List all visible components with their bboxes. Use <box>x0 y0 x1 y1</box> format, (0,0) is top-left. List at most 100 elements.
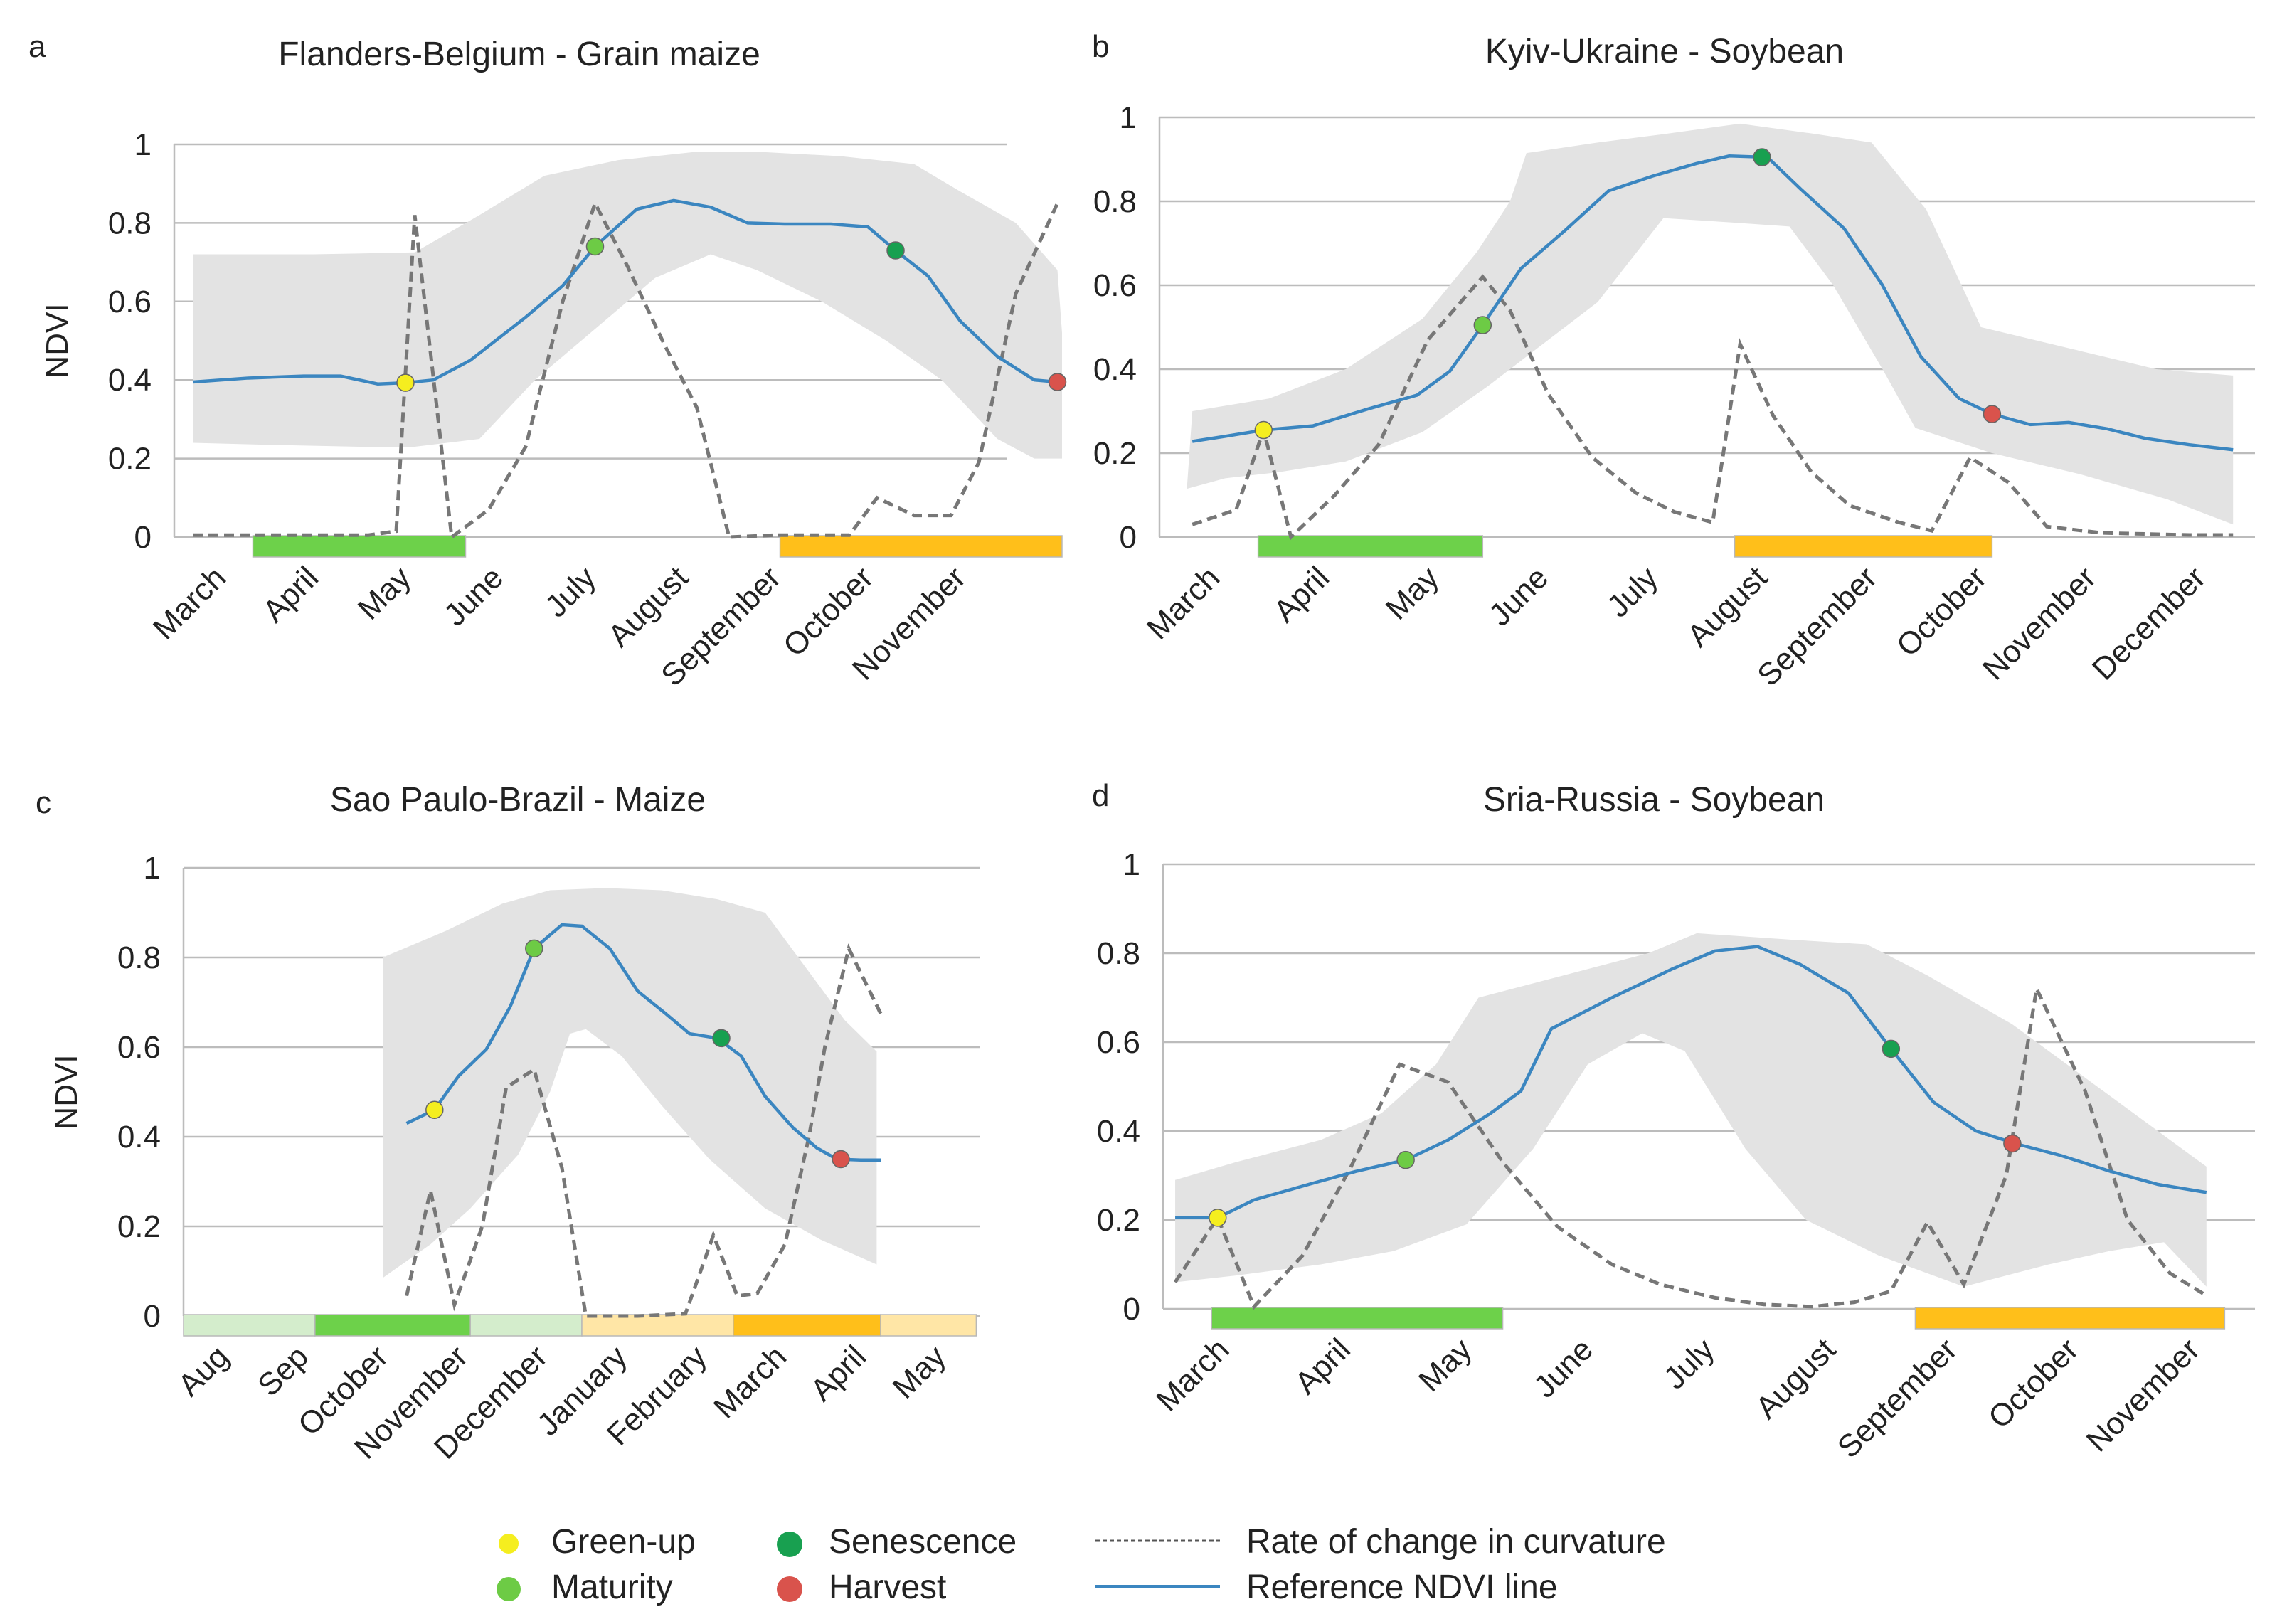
harvest-marker <box>1048 373 1067 391</box>
ndvi-range-band <box>383 888 877 1278</box>
phase-bar <box>1257 535 1484 558</box>
x-tick-label: July <box>1657 1332 1721 1396</box>
x-tick-label: May <box>886 1339 952 1405</box>
phase-bar <box>252 535 467 558</box>
y-tick-label: 0.6 <box>117 1030 161 1065</box>
reference-ndvi-line <box>405 923 881 1162</box>
x-tick-label: August <box>1681 560 1775 654</box>
panel-c: c Sao Paulo-Brazil - Maize 0 0.2 0.4 0.6 0.8 1 N… <box>36 781 980 1466</box>
y-tick-label: 1 <box>1120 100 1137 135</box>
x-tick-label: Aug <box>171 1339 235 1403</box>
x-tick-label: March <box>1150 1332 1236 1418</box>
x-tick-label: September <box>1751 560 1884 693</box>
senescence-marker <box>1753 148 1771 166</box>
reference-ndvi-line <box>1192 154 2234 452</box>
greenup-marker <box>396 373 415 392</box>
legend-maturity-label: Maturity <box>551 1569 673 1606</box>
x-tick-label: June <box>1482 560 1555 632</box>
x-tick-label: March <box>147 560 233 646</box>
panel-b: b Kyiv-Ukraine - Soybean 0 0.2 0.4 0.6 0.8 1 Mar… <box>1092 29 2255 693</box>
legend-reference-label: Reference NDVI line <box>1246 1569 1558 1606</box>
x-tick-label: June <box>1527 1332 1600 1404</box>
phase-bar <box>779 535 1063 558</box>
phase-bar <box>1914 1307 2226 1330</box>
y-tick-label: 0 <box>1123 1292 1140 1327</box>
legend-maturity-marker <box>497 1577 521 1601</box>
y-tick-label: 0.4 <box>108 363 152 398</box>
y-axis-label: NDVI <box>40 303 75 378</box>
panel-a: a Flanders-Belgium - Grain maize 0 0.2 0.4 0.… <box>28 29 1067 693</box>
ndvi-range-band <box>193 152 1062 459</box>
harvest-marker <box>832 1150 850 1169</box>
x-tick-label: July <box>538 560 603 624</box>
y-tick-label: 0.2 <box>117 1209 161 1244</box>
panel-letter: b <box>1092 29 1109 64</box>
x-tick-label: April <box>1288 1332 1357 1401</box>
x-tick-label: March <box>1140 560 1226 646</box>
maturity-marker <box>1473 316 1492 334</box>
y-tick-label: 0.4 <box>1097 1114 1140 1149</box>
x-tick-label: September <box>1831 1332 1964 1465</box>
harvest-marker <box>1983 405 2002 423</box>
maturity-marker <box>1396 1150 1415 1169</box>
panel-title: Sao Paulo-Brazil - Maize <box>330 781 706 819</box>
y-tick-label: 0.8 <box>108 206 152 240</box>
x-tick-label: July <box>1601 560 1665 624</box>
panel-letter: c <box>36 785 51 820</box>
legend: Green-up Maturity Senescence Harvest Rat… <box>497 1523 1666 1606</box>
x-tick-label: August <box>1749 1332 1843 1426</box>
greenup-marker <box>425 1100 444 1119</box>
y-tick-label: 1 <box>134 127 152 162</box>
greenup-marker <box>1209 1209 1227 1227</box>
x-tick-label: May <box>1412 1332 1478 1398</box>
phase-bar <box>314 1314 471 1337</box>
y-tick-label: 1 <box>1123 847 1140 882</box>
phase-bar <box>880 1314 977 1337</box>
x-tick-label: May <box>1379 560 1445 626</box>
chart-panels: a Flanders-Belgium - Grain maize 0 0.2 0.4 0.… <box>28 29 2255 1466</box>
senescence-marker <box>1882 1039 1901 1058</box>
x-tick-label: March <box>707 1339 793 1425</box>
legend-senescence-marker <box>777 1532 802 1557</box>
curvature-line <box>1173 982 2208 1310</box>
y-tick-label: 0.2 <box>1097 1203 1140 1238</box>
panel-letter: d <box>1092 778 1109 813</box>
y-tick-label: 0.6 <box>1093 268 1137 303</box>
panel-d: d Sria-Russia - Soybean 0 0.2 0.4 0.6 0.8 1 Marc… <box>1092 778 2255 1465</box>
panel-title: Sria-Russia - Soybean <box>1483 781 1825 819</box>
reference-ndvi-line <box>192 198 1058 386</box>
panel-title: Flanders-Belgium - Grain maize <box>278 36 760 73</box>
legend-greenup-label: Green-up <box>551 1523 696 1561</box>
panel-letter: a <box>28 29 46 64</box>
y-tick-label: 0.6 <box>1097 1025 1140 1060</box>
phase-bar <box>1211 1307 1504 1330</box>
phase-bar <box>733 1314 881 1337</box>
legend-harvest-label: Harvest <box>829 1569 946 1606</box>
x-tick-label: April <box>804 1339 873 1408</box>
legend-harvest-marker <box>777 1576 802 1602</box>
senescence-marker <box>886 241 905 260</box>
phase-bar <box>1734 535 1993 558</box>
harvest-marker <box>2003 1134 2022 1153</box>
x-tick-label: April <box>1267 560 1336 629</box>
greenup-marker <box>1254 420 1273 440</box>
curvature-line <box>1192 274 2234 541</box>
x-tick-label: December <box>2086 560 2212 686</box>
x-tick-label: June <box>437 560 510 632</box>
y-tick-label: 0.2 <box>108 442 152 477</box>
curvature-line <box>193 198 1059 541</box>
phase-bar <box>183 1314 316 1337</box>
y-tick-label: 0 <box>144 1299 161 1334</box>
y-tick-label: 0.4 <box>117 1120 161 1155</box>
y-tick-label: 0.4 <box>1093 352 1137 387</box>
x-tick-label: Sep <box>251 1339 315 1403</box>
legend-curvature-label: Rate of change in curvature <box>1246 1523 1666 1561</box>
x-tick-label: October <box>1982 1332 2085 1435</box>
y-tick-label: 1 <box>144 851 161 886</box>
y-axis-label: NDVI <box>49 1054 84 1129</box>
y-tick-label: 0 <box>134 520 152 555</box>
x-tick-label: October <box>1890 560 1993 663</box>
y-tick-label: 0.2 <box>1093 436 1137 471</box>
ndvi-range-band <box>1175 933 2207 1287</box>
x-tick-label: November <box>2080 1332 2207 1458</box>
